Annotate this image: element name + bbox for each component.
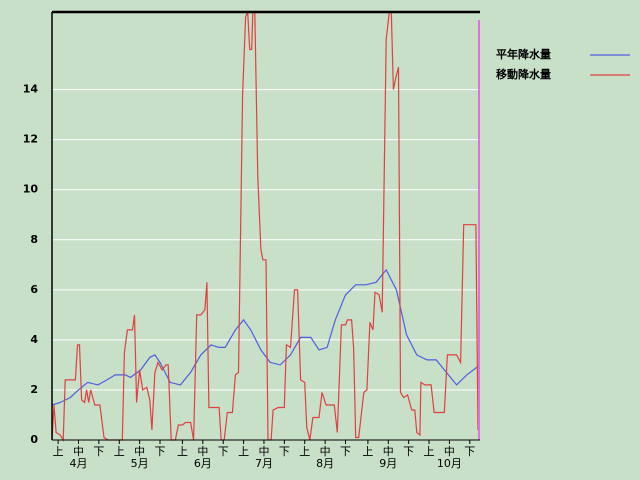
x-tick-label: 下 (93, 445, 104, 458)
y-tick-label: 8 (30, 233, 38, 246)
x-tick-label: 下 (155, 445, 166, 458)
x-tick-label: 上 (299, 445, 310, 458)
x-tick-label: 中 (73, 445, 84, 458)
x-tick-label: 下 (279, 445, 290, 458)
month-label: 5月 (131, 457, 149, 470)
month-label: 7月 (255, 457, 273, 470)
x-tick-label: 中 (444, 445, 455, 458)
x-tick-label: 下 (403, 445, 414, 458)
y-tick-label: 6 (30, 283, 38, 296)
x-tick-label: 中 (383, 445, 394, 458)
x-tick-label: 上 (238, 445, 249, 458)
month-label: 8月 (316, 457, 334, 470)
x-tick-label: 上 (362, 445, 373, 458)
x-tick-label: 中 (197, 445, 208, 458)
legend-label: 移動降水量 (496, 67, 551, 81)
x-tick-label: 上 (53, 445, 64, 458)
x-tick-label: 上 (424, 445, 435, 458)
month-label: 10月 (437, 457, 462, 470)
x-tick-label: 上 (114, 445, 125, 458)
x-tick-label: 中 (258, 445, 269, 458)
x-tick-label: 下 (218, 445, 229, 458)
month-label: 6月 (194, 457, 212, 470)
y-tick-label: 0 (30, 433, 38, 446)
y-tick-label: 14 (23, 83, 39, 96)
month-label: 4月 (69, 457, 87, 470)
y-tick-label: 10 (23, 183, 39, 196)
x-tick-label: 下 (464, 445, 475, 458)
y-tick-label: 4 (30, 333, 38, 346)
legend-label: 平年降水量 (496, 47, 551, 61)
y-tick-label: 2 (30, 383, 38, 396)
x-tick-label: 上 (177, 445, 188, 458)
x-tick-label: 中 (320, 445, 331, 458)
axes: 02468101214上中下上中下上中下上中下上中下上中下上中下4月 5月 6月 7月… (23, 10, 480, 470)
x-tick-label: 下 (340, 445, 351, 458)
month-label: 9月 (379, 457, 397, 470)
y-tick-label: 12 (23, 133, 38, 146)
x-tick-label: 中 (134, 445, 145, 458)
series-line (52, 12, 479, 442)
plot-area (52, 12, 480, 442)
